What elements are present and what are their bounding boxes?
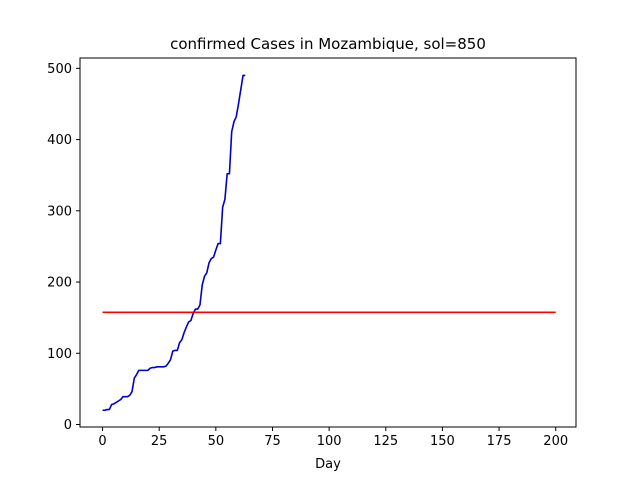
- x-tick-label-0: 0: [98, 434, 106, 449]
- x-axis-label: Day: [315, 457, 341, 472]
- y-tick-label-5: 500: [47, 62, 72, 77]
- x-tick-label-6: 150: [430, 434, 455, 449]
- x-tick-label-2: 50: [208, 434, 225, 449]
- x-tick-label-4: 100: [317, 434, 342, 449]
- series-line-0: [102, 74, 246, 412]
- x-tick-label-1: 25: [151, 434, 168, 449]
- y-tick-label-3: 300: [47, 204, 72, 219]
- y-tick-label-0: 0: [64, 418, 72, 433]
- x-tick-label-8: 200: [543, 434, 568, 449]
- y-tick-label-1: 100: [47, 347, 72, 362]
- x-tick-label-3: 75: [264, 434, 281, 449]
- x-tick-label-5: 125: [373, 434, 398, 449]
- y-tick-label-4: 400: [47, 133, 72, 148]
- chart-title: confirmed Cases in Mozambique, sol=850: [170, 35, 486, 53]
- axis-layer: 0 25 50 75 100 125 150 175 200 0 100 200 300 400 500: [47, 62, 568, 449]
- x-tick-label-7: 175: [487, 434, 512, 449]
- series-layer: [102, 74, 556, 412]
- plot-frame: [79, 57, 577, 428]
- y-tick-label-2: 200: [47, 276, 72, 291]
